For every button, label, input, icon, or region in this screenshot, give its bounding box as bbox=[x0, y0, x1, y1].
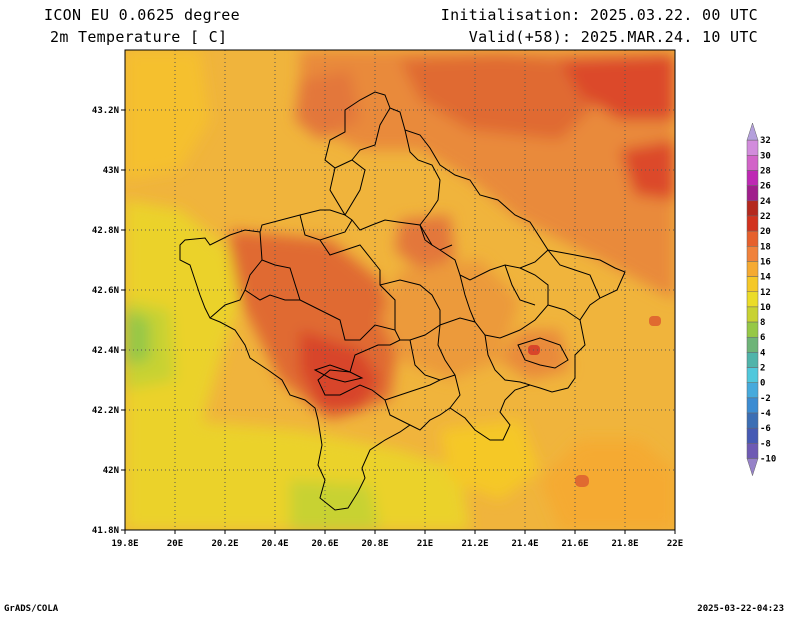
colorbar-label: 32 bbox=[760, 136, 771, 146]
colorbar-label: 26 bbox=[760, 182, 771, 192]
colorbar-swatch bbox=[746, 306, 759, 323]
lat-tick-label: 43N bbox=[103, 166, 119, 176]
lat-tick-label: 42.4N bbox=[92, 346, 119, 356]
colorbar-label: 2 bbox=[760, 364, 765, 374]
colorbar-swatch bbox=[746, 412, 759, 429]
footer-credit: GrADS/COLA bbox=[4, 604, 59, 614]
model-title: ICON EU 0.0625 degree bbox=[44, 6, 240, 24]
lon-tick-label: 20E bbox=[167, 539, 183, 549]
lat-tick-label: 42N bbox=[103, 466, 119, 476]
lon-tick-label: 22E bbox=[667, 539, 683, 549]
colorbar-label: -10 bbox=[760, 455, 776, 465]
lon-tick-label: 21.2E bbox=[461, 539, 488, 549]
colorbar-swatch bbox=[746, 230, 759, 247]
lon-tick-label: 20.6E bbox=[311, 539, 338, 549]
colorbar-swatch bbox=[746, 215, 759, 232]
colorbar-swatch bbox=[746, 321, 759, 338]
colorbar-swatch bbox=[746, 170, 759, 186]
colorbar-label: -2 bbox=[760, 394, 771, 404]
colorbar-label: 6 bbox=[760, 333, 765, 343]
colorbar-label: 22 bbox=[760, 212, 771, 222]
colorbar-swatch bbox=[746, 367, 759, 383]
colorbar-swatch bbox=[746, 382, 759, 399]
colorbar-swatch bbox=[746, 246, 759, 262]
colorbar-swatch bbox=[746, 458, 759, 477]
boundary-lines bbox=[179, 91, 626, 511]
lon-tick-label: 20.2E bbox=[211, 539, 238, 549]
lon-tick-label: 21.6E bbox=[561, 539, 588, 549]
colorbar-swatch bbox=[746, 261, 759, 277]
footer-timestamp: 2025-03-22-04:23 bbox=[697, 604, 784, 614]
lat-tick-label: 42.2N bbox=[92, 406, 119, 416]
colorbar-label: 16 bbox=[760, 257, 771, 267]
colorbar-swatch bbox=[746, 336, 759, 353]
colorbar-swatch bbox=[746, 139, 759, 156]
colorbar-label: 18 bbox=[760, 242, 771, 252]
init-time: Initialisation: 2025.03.22. 00 UTC bbox=[440, 6, 758, 24]
colorbar-swatch bbox=[746, 443, 759, 459]
colorbar-swatch bbox=[746, 427, 759, 444]
colorbar-swatch bbox=[746, 276, 759, 293]
lat-tick-label: 42.6N bbox=[92, 286, 119, 296]
colorbar-label: 14 bbox=[760, 273, 771, 283]
lon-tick-label: 20.4E bbox=[261, 539, 288, 549]
colorbar-swatch bbox=[746, 185, 759, 202]
axis-ticks: 19.8E 20E 20.2E 20.4E 20.6E 20.8E 21E 21.2E 21.4… bbox=[92, 106, 683, 549]
temperature-field bbox=[125, 50, 675, 530]
lon-tick-label: 21E bbox=[417, 539, 433, 549]
colorbar-label: 30 bbox=[760, 151, 771, 161]
colorbar-label: 20 bbox=[760, 227, 771, 237]
colorbar-label: 24 bbox=[760, 197, 771, 207]
colorbar-swatch bbox=[746, 200, 759, 217]
colorbar-label: 28 bbox=[760, 166, 771, 176]
colorbar-label: -4 bbox=[760, 409, 771, 419]
colorbar-label: -6 bbox=[760, 424, 771, 434]
map-grid bbox=[125, 50, 675, 530]
lon-tick-label: 19.8E bbox=[111, 539, 138, 549]
colorbar-swatch bbox=[746, 291, 759, 308]
colorbar-label: 10 bbox=[760, 303, 771, 313]
lon-tick-label: 20.8E bbox=[361, 539, 388, 549]
colorbar-swatch bbox=[746, 397, 759, 414]
lat-tick-label: 43.2N bbox=[92, 106, 119, 116]
colorbar-label: 8 bbox=[760, 318, 765, 328]
lat-tick-label: 42.8N bbox=[92, 226, 119, 236]
lon-tick-label: 21.4E bbox=[511, 539, 538, 549]
colorbar-label: -8 bbox=[760, 439, 771, 449]
colorbar-label: 12 bbox=[760, 288, 771, 298]
lat-tick-label: 41.8N bbox=[92, 526, 119, 536]
lon-tick-label: 21.8E bbox=[611, 539, 638, 549]
colorbar-label: 4 bbox=[760, 348, 766, 358]
colorbar-swatch bbox=[746, 352, 759, 368]
colorbar-swatch bbox=[746, 155, 759, 171]
colorbar-swatch bbox=[746, 122, 759, 141]
variable-title: 2m Temperature [ C] bbox=[50, 28, 228, 46]
valid-time: Valid(+58): 2025.MAR.24. 10 UTC bbox=[468, 28, 758, 46]
colorbar-label: 0 bbox=[760, 379, 765, 389]
